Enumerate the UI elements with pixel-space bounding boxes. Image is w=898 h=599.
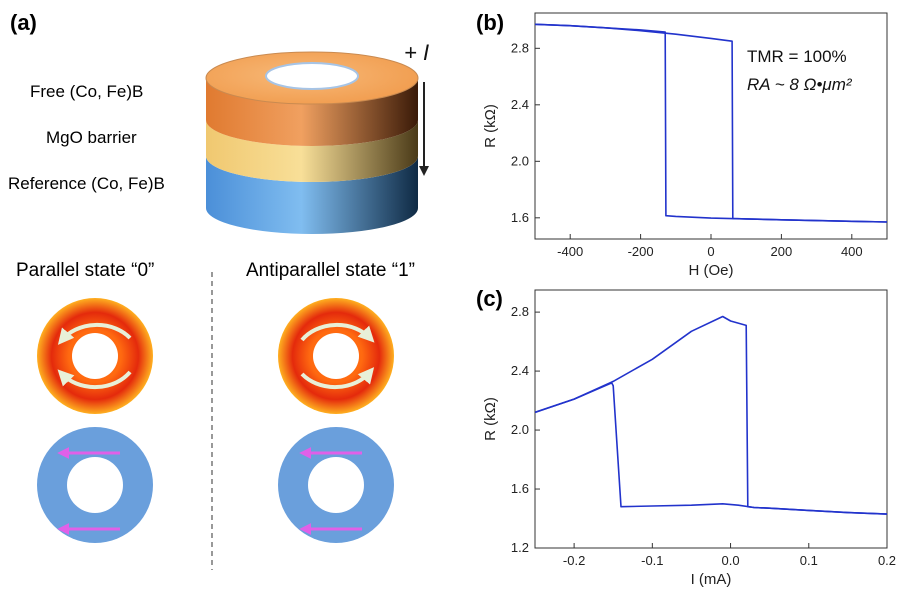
- circulating-arrow-icon: [300, 367, 375, 390]
- y-axis-title: R (kΩ): [482, 397, 499, 441]
- y-tick-label: 2.0: [511, 153, 529, 168]
- circulating-arrow-icon: [57, 322, 132, 345]
- reference-layer: [206, 156, 418, 234]
- tmr-annotation: TMR = 100%: [747, 47, 847, 66]
- plot-frame: [534, 289, 888, 549]
- x-tick-label: -0.2: [563, 553, 585, 568]
- panel-b-label: (b): [476, 10, 504, 35]
- circulating-arrow-icon: [300, 322, 375, 343]
- x-tick-label: 0.1: [800, 553, 818, 568]
- free-layer-label: Free (Co, Fe)B: [30, 82, 143, 101]
- x-axis-title: H (Oe): [689, 262, 734, 279]
- panel-a-label: (a): [10, 10, 37, 35]
- series-line-2: [535, 315, 887, 515]
- chart-c: -0.2 -0.1 0.0 0.1 0.2 1.2 1.6 2.0 2.4 2.8 I (mA) R …: [482, 289, 896, 588]
- antiparallel-free-ring: [278, 298, 394, 414]
- y-tick-label: 2.8: [511, 304, 529, 319]
- free-layer: [206, 78, 418, 146]
- y-tick-label: 2.4: [511, 97, 529, 112]
- series-line-1: [535, 382, 887, 515]
- chart-b: -400 -200 0 200 400 1.6 2.0 2.4 2.8 H (Oe) R (kΩ): [482, 12, 888, 279]
- x-tick-label: 0.2: [878, 553, 896, 568]
- y-axis-title: R (kΩ): [482, 104, 499, 148]
- x-tick-label: 0: [707, 244, 714, 259]
- x-tick-label: -0.1: [641, 553, 663, 568]
- circulating-arrow-icon: [57, 369, 132, 390]
- parallel-free-ring: [37, 298, 153, 414]
- parallel-state-label: Parallel state “0”: [16, 260, 154, 281]
- parallel-reference-ring: [37, 427, 153, 543]
- reference-layer-label: Reference (Co, Fe)B: [8, 174, 165, 193]
- series-line-2: [535, 23, 887, 223]
- y-tick-label: 2.4: [511, 363, 529, 378]
- current-label: + I: [404, 40, 429, 65]
- x-tick-label: 0.0: [722, 553, 740, 568]
- barrier-layer: [206, 120, 418, 182]
- x-tick-label: 200: [771, 244, 793, 259]
- panel-c-label: (c): [476, 286, 503, 311]
- x-axis-title: I (mA): [691, 571, 732, 588]
- pillar-hole: [265, 62, 359, 90]
- y-tick-label: 1.6: [511, 210, 529, 225]
- y-tick-label: 1.2: [511, 540, 529, 555]
- y-tick-label: 1.6: [511, 481, 529, 496]
- x-tick-label: 400: [841, 244, 863, 259]
- barrier-layer-label: MgO barrier: [46, 128, 137, 147]
- antiparallel-state-label: Antiparallel state “1”: [246, 260, 415, 281]
- antiparallel-reference-ring: [278, 427, 394, 543]
- y-tick-label: 2.0: [511, 422, 529, 437]
- mtj-pillar: [205, 51, 419, 234]
- series-group: [535, 315, 887, 515]
- x-tick-label: -200: [628, 244, 654, 259]
- series-group: [535, 23, 887, 223]
- y-tick-label: 2.8: [511, 40, 529, 55]
- ra-annotation: RA ~ 8 Ω•μm²: [747, 75, 853, 94]
- x-tick-label: -400: [557, 244, 583, 259]
